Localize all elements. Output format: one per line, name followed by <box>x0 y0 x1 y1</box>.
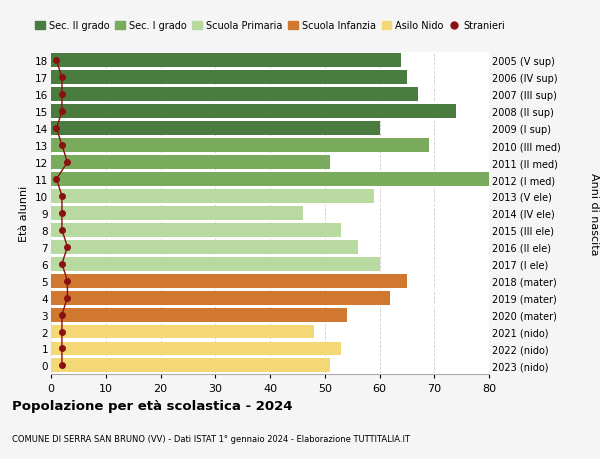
Point <box>57 362 67 369</box>
Bar <box>51 207 303 220</box>
Point <box>57 345 67 353</box>
Bar <box>51 257 380 271</box>
Point <box>52 125 61 133</box>
Point <box>57 210 67 217</box>
Point <box>57 74 67 82</box>
Bar <box>51 325 314 339</box>
Point <box>57 311 67 319</box>
Bar <box>51 358 330 373</box>
Bar <box>51 291 391 305</box>
Y-axis label: Anni di nascita: Anni di nascita <box>589 172 599 255</box>
Bar <box>51 173 489 186</box>
Bar <box>51 156 330 170</box>
Point <box>57 108 67 116</box>
Legend: Sec. II grado, Sec. I grado, Scuola Primaria, Scuola Infanzia, Asilo Nido, Stran: Sec. II grado, Sec. I grado, Scuola Prim… <box>31 17 509 35</box>
Point <box>62 159 72 166</box>
Bar <box>51 241 358 254</box>
Point <box>57 328 67 336</box>
Bar <box>51 54 401 68</box>
Bar <box>51 190 374 203</box>
Bar <box>51 139 429 153</box>
Bar <box>51 342 341 356</box>
Point <box>62 244 72 251</box>
Bar <box>51 122 380 136</box>
Text: Popolazione per età scolastica - 2024: Popolazione per età scolastica - 2024 <box>12 399 293 412</box>
Bar <box>51 88 418 102</box>
Point <box>57 142 67 150</box>
Point <box>57 193 67 200</box>
Point <box>52 57 61 65</box>
Bar <box>51 71 407 85</box>
Point <box>52 176 61 183</box>
Point <box>57 227 67 234</box>
Bar <box>51 224 341 237</box>
Y-axis label: Età alunni: Età alunni <box>19 185 29 241</box>
Bar <box>51 274 407 288</box>
Bar <box>51 308 347 322</box>
Point <box>57 91 67 99</box>
Point <box>62 277 72 285</box>
Text: COMUNE DI SERRA SAN BRUNO (VV) - Dati ISTAT 1° gennaio 2024 - Elaborazione TUTTI: COMUNE DI SERRA SAN BRUNO (VV) - Dati IS… <box>12 434 410 443</box>
Point <box>57 261 67 268</box>
Point <box>62 294 72 302</box>
Bar <box>51 105 456 119</box>
